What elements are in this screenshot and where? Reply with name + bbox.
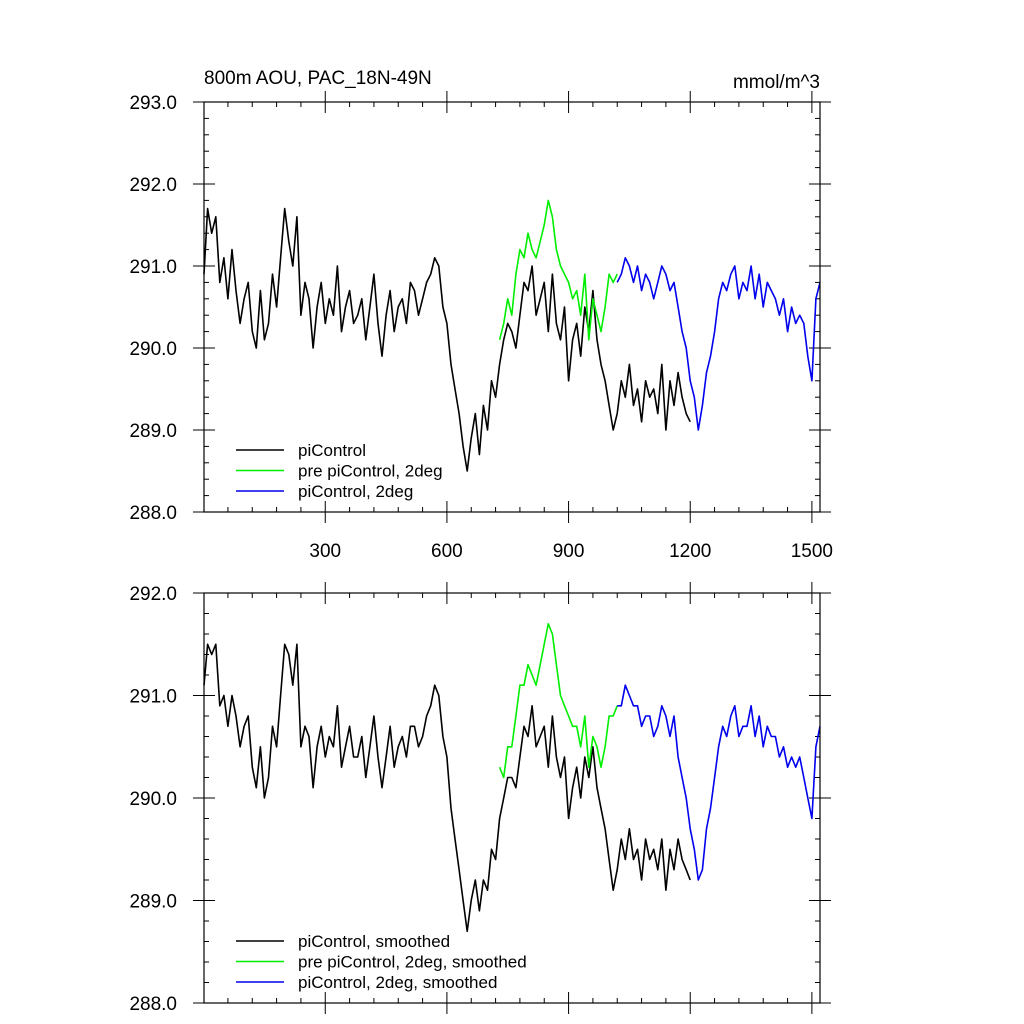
y-tick-label: 288.0	[129, 503, 177, 524]
y-tick-label: 290.0	[129, 789, 177, 810]
series-line	[617, 684, 821, 881]
series-line	[203, 643, 691, 933]
y-tick-label: 291.0	[129, 687, 177, 708]
x-tick-label: 600	[431, 541, 463, 562]
legend-label: pre piControl, 2deg	[298, 462, 443, 481]
chart-title: 800m AOU, PAC_18N-49N	[204, 68, 432, 89]
plot-frame	[203, 101, 821, 513]
y-tick-label: 289.0	[129, 892, 177, 913]
legend-label: piControl, smoothed	[298, 932, 450, 951]
y-tick-label: 290.0	[129, 339, 177, 360]
y-tick-label: 292.0	[129, 584, 177, 605]
x-tick-label: 1200	[669, 541, 711, 562]
legend: piControl, smoothed pre piControl, 2deg, …	[236, 932, 527, 992]
y-tick-label: 291.0	[129, 257, 177, 278]
bottom-panel: 288.0 289.0 290.0 291.0 292.0 piControl, smo…	[129, 582, 831, 1015]
series-line	[616, 256, 821, 431]
top-panel: 800m AOU, PAC_18N-49N mmol/m^3 300 600 900…	[129, 68, 833, 562]
y-tick-label: 292.0	[129, 175, 177, 196]
plot-frame	[203, 592, 821, 1004]
legend-label: piControl	[298, 441, 366, 460]
series-line	[498, 622, 618, 779]
y-tick-label: 288.0	[129, 994, 177, 1015]
series-line	[203, 207, 691, 472]
legend-label: piControl, 2deg	[298, 482, 413, 501]
x-tick-label: 300	[309, 541, 341, 562]
y-tick-label: 293.0	[129, 93, 177, 114]
series-line	[498, 199, 618, 341]
y-tick-label: 289.0	[129, 421, 177, 442]
legend-label: piControl, 2deg, smoothed	[298, 973, 497, 992]
x-tick-label: 1500	[791, 541, 833, 562]
x-tick-label: 900	[553, 541, 585, 562]
units-label: mmol/m^3	[733, 72, 820, 93]
legend-label: pre piControl, 2deg, smoothed	[298, 953, 527, 972]
